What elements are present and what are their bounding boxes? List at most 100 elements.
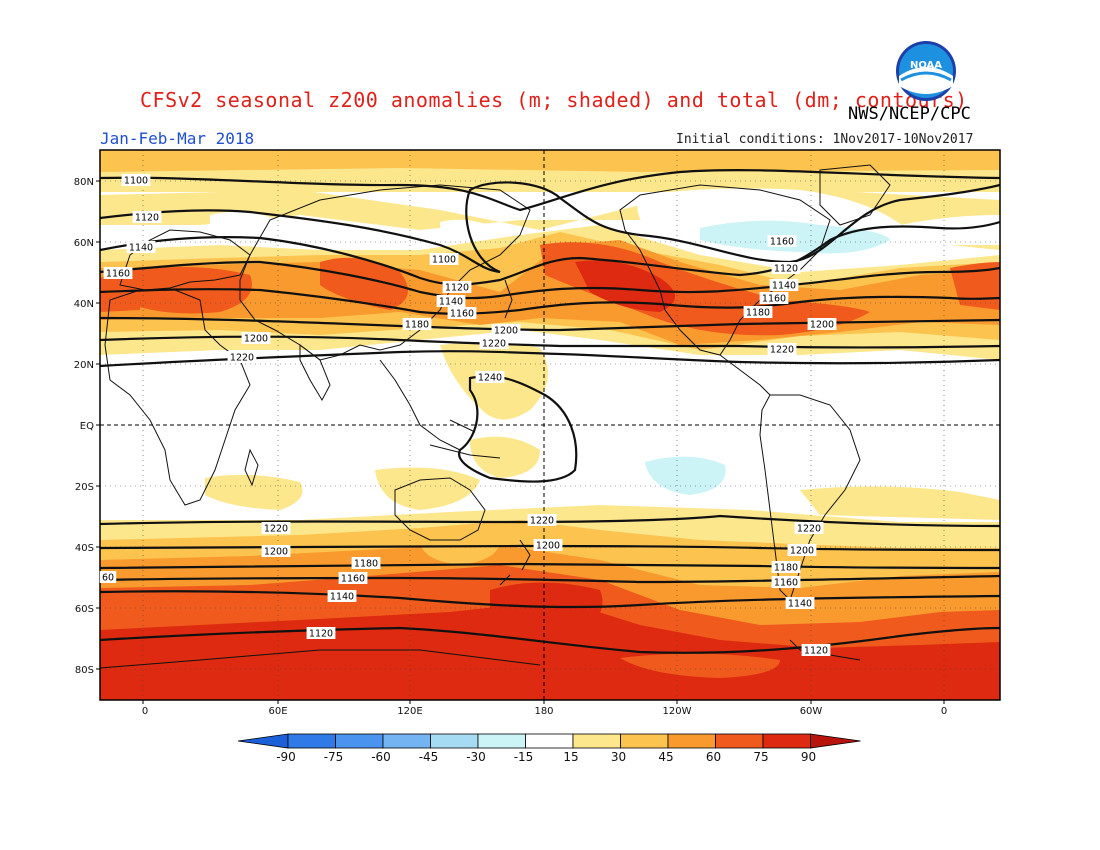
svg-text:1160: 1160 [341,574,365,585]
contour-label: 1140 [436,295,466,308]
colorbar-swatch [525,733,574,749]
svg-text:1200: 1200 [494,326,518,337]
contour-label: 1140 [785,597,815,610]
colorbar-tick-label: 30 [611,750,626,764]
colorbar-tick-label: 90 [801,750,816,764]
lat-label: 80S [75,665,94,676]
colorbar-swatch [620,733,669,749]
svg-text:60: 60 [102,573,114,584]
colorbar-swatch [715,733,764,749]
svg-text:1120: 1120 [135,213,159,224]
lon-label: 0 [142,706,148,717]
contour-label: 60 [99,571,117,584]
contour-label: 1240 [475,371,505,384]
longitude-labels: 0 60E 120E 180 120W 60W 0 [142,706,947,717]
svg-text:1140: 1140 [772,281,796,292]
svg-text:1120: 1120 [445,283,469,294]
svg-text:1220: 1220 [797,524,821,535]
contour-label: 1120 [442,281,472,294]
map-title: CFSv2 seasonal z200 anomalies (m; shaded… [140,88,968,112]
colorbar-swatch [335,733,384,749]
colorbar-left-arrow [237,733,289,749]
svg-text:1180: 1180 [774,563,798,574]
contour-label: 1200 [807,318,837,331]
lat-label: 40N [74,299,94,310]
svg-text:NOAA: NOAA [910,60,942,71]
contour-label: 1220 [479,337,509,350]
svg-text:1140: 1140 [330,592,354,603]
svg-text:1220: 1220 [482,339,506,350]
svg-text:1120: 1120 [774,264,798,275]
contour-label: 1180 [402,318,432,331]
contour-label: 1220 [261,522,291,535]
contour-label: 1140 [327,590,357,603]
svg-text:1180: 1180 [405,320,429,331]
contour-label: 1200 [787,544,817,557]
colorbar-tick-label: 75 [753,750,768,764]
colorbar-tick-label: -45 [419,750,439,764]
contour-label: 1220 [527,514,557,527]
contour-label: 1200 [261,545,291,558]
svg-text:1100: 1100 [124,176,148,187]
lon-label: 60E [268,706,287,717]
latitude-labels: 80N 60N 40N 20N EQ 20S 40S 60S 80S [74,177,94,676]
contour-label: 1180 [743,306,773,319]
svg-text:1200: 1200 [264,547,288,558]
contour-label: 1100 [429,253,459,266]
contour-label: 1200 [533,539,563,552]
colorbar-tick-label: -75 [324,750,344,764]
contour-label: 1180 [771,561,801,574]
lon-label: 0 [941,706,947,717]
lat-label: EQ [80,421,94,432]
contour-label: 1160 [771,576,801,589]
lat-label: 60N [74,238,94,249]
contour-label: 1220 [767,343,797,356]
agency-label: NWS/NCEP/CPC [848,104,971,124]
svg-text:1140: 1140 [439,297,463,308]
lat-label: 40S [75,543,94,554]
colorbar-tick-label: 45 [658,750,673,764]
lat-label: 60S [75,604,94,615]
lon-label: 120E [397,706,422,717]
svg-text:1160: 1160 [762,294,786,305]
colorbar-swatch [762,733,811,749]
svg-text:1200: 1200 [244,334,268,345]
contour-label: 1180 [351,557,381,570]
colorbar-right-arrow [810,733,861,749]
colorbar-swatch [430,733,479,749]
contour-label: 1140 [769,279,799,292]
colorbar-swatch [667,733,716,749]
contour-label: 1220 [227,351,257,364]
colorbar: -90 -75 -60 -45 -30 -15 15 30 45 60 75 90 [237,733,861,764]
svg-text:1160: 1160 [774,578,798,589]
svg-text:1200: 1200 [810,320,834,331]
svg-text:1200: 1200 [536,541,560,552]
lat-label: 20N [74,360,94,371]
contour-label: 1160 [447,307,477,320]
contour-label: 1160 [759,292,789,305]
svg-text:1200: 1200 [790,546,814,557]
contour-label: 1100 [121,174,151,187]
svg-text:1120: 1120 [804,646,828,657]
svg-text:1240: 1240 [478,373,502,384]
svg-text:1220: 1220 [230,353,254,364]
svg-text:1160: 1160 [770,237,794,248]
svg-text:1140: 1140 [129,243,153,254]
initial-conditions-label: Initial conditions: 1Nov2017-10Nov2017 [676,132,974,147]
noaa-logo-icon: NOAA [896,41,956,101]
contour-label: 1160 [767,235,797,248]
colorbar-swatch [477,733,526,749]
svg-text:1100: 1100 [432,255,456,266]
colorbar-tick-label: -90 [276,750,296,764]
period-label: Jan-Feb-Mar 2018 [100,129,255,148]
contour-label: 1120 [132,211,162,224]
colorbar-swatch [287,733,336,749]
svg-text:1160: 1160 [450,309,474,320]
svg-text:1220: 1220 [530,516,554,527]
contour-label: 1120 [801,644,831,657]
contour-label: 1220 [794,522,824,535]
contour-label: 1140 [126,241,156,254]
contour-label: 1160 [103,267,133,280]
lon-label: 180 [534,706,553,717]
